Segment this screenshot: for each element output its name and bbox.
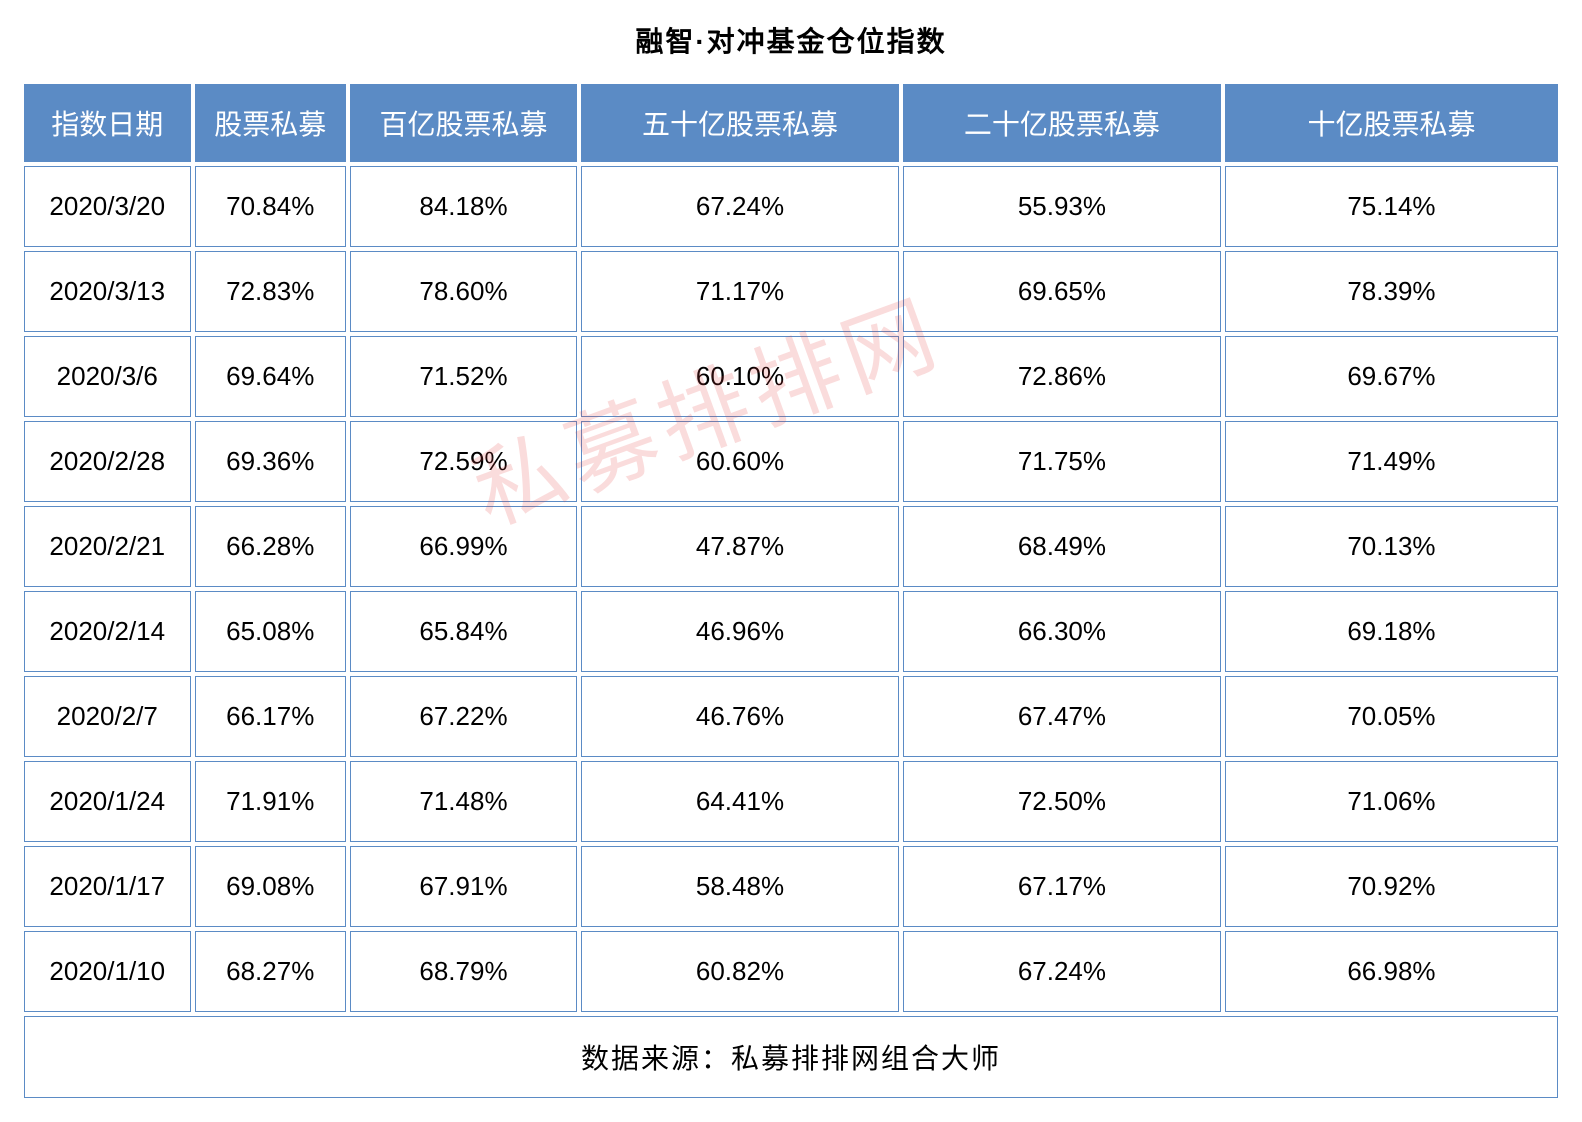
table-cell: 2020/2/21	[24, 506, 191, 587]
table-cell: 2020/1/24	[24, 761, 191, 842]
table-cell: 65.08%	[195, 591, 346, 672]
table-cell: 46.76%	[581, 676, 899, 757]
table-cell: 2020/3/6	[24, 336, 191, 417]
table-row: 2020/1/17 69.08% 67.91% 58.48% 67.17% 70…	[24, 846, 1558, 927]
table-cell: 46.96%	[581, 591, 899, 672]
table-cell: 72.83%	[195, 251, 346, 332]
table-cell: 72.86%	[903, 336, 1221, 417]
table-cell: 78.39%	[1225, 251, 1558, 332]
table-cell: 47.87%	[581, 506, 899, 587]
table-cell: 71.06%	[1225, 761, 1558, 842]
table-cell: 60.10%	[581, 336, 899, 417]
table-cell: 2020/2/28	[24, 421, 191, 502]
table-cell: 84.18%	[350, 166, 577, 247]
table-cell: 71.91%	[195, 761, 346, 842]
table-cell: 60.60%	[581, 421, 899, 502]
table-cell: 69.36%	[195, 421, 346, 502]
table-cell: 71.48%	[350, 761, 577, 842]
page-title: 融智·对冲基金仓位指数	[20, 20, 1562, 60]
table-cell: 55.93%	[903, 166, 1221, 247]
table-footer-cell: 数据来源：私募排排网组合大师	[24, 1016, 1558, 1098]
table-cell: 67.17%	[903, 846, 1221, 927]
table-cell: 69.18%	[1225, 591, 1558, 672]
table-row: 2020/2/21 66.28% 66.99% 47.87% 68.49% 70…	[24, 506, 1558, 587]
table-cell: 66.28%	[195, 506, 346, 587]
table-cell: 68.27%	[195, 931, 346, 1012]
table-cell: 70.92%	[1225, 846, 1558, 927]
table-row: 2020/2/14 65.08% 65.84% 46.96% 66.30% 69…	[24, 591, 1558, 672]
table-header-row: 指数日期 股票私募 百亿股票私募 五十亿股票私募 二十亿股票私募 十亿股票私募	[24, 84, 1558, 162]
table-cell: 65.84%	[350, 591, 577, 672]
table-cell: 70.05%	[1225, 676, 1558, 757]
table-cell: 2020/2/7	[24, 676, 191, 757]
table-row: 2020/2/28 69.36% 72.59% 60.60% 71.75% 71…	[24, 421, 1558, 502]
table-container: 融智·对冲基金仓位指数 私募排排网 指数日期 股票私募 百亿股票私募 五十亿股票…	[20, 20, 1562, 1102]
table-row: 2020/3/6 69.64% 71.52% 60.10% 72.86% 69.…	[24, 336, 1558, 417]
table-row: 2020/3/20 70.84% 84.18% 67.24% 55.93% 75…	[24, 166, 1558, 247]
table-cell: 66.99%	[350, 506, 577, 587]
data-table: 指数日期 股票私募 百亿股票私募 五十亿股票私募 二十亿股票私募 十亿股票私募 …	[20, 80, 1562, 1102]
table-header-cell: 股票私募	[195, 84, 346, 162]
table-cell: 71.49%	[1225, 421, 1558, 502]
table-cell: 2020/3/13	[24, 251, 191, 332]
table-cell: 72.50%	[903, 761, 1221, 842]
table-cell: 2020/1/17	[24, 846, 191, 927]
table-cell: 71.75%	[903, 421, 1221, 502]
table-cell: 2020/1/10	[24, 931, 191, 1012]
table-cell: 67.91%	[350, 846, 577, 927]
table-cell: 68.79%	[350, 931, 577, 1012]
table-cell: 69.64%	[195, 336, 346, 417]
table-cell: 69.67%	[1225, 336, 1558, 417]
table-cell: 69.65%	[903, 251, 1221, 332]
table-header-cell: 十亿股票私募	[1225, 84, 1558, 162]
table-cell: 66.30%	[903, 591, 1221, 672]
table-cell: 2020/2/14	[24, 591, 191, 672]
table-row: 2020/3/13 72.83% 78.60% 71.17% 69.65% 78…	[24, 251, 1558, 332]
table-cell: 67.24%	[581, 166, 899, 247]
table-cell: 72.59%	[350, 421, 577, 502]
table-cell: 70.13%	[1225, 506, 1558, 587]
table-row: 2020/1/24 71.91% 71.48% 64.41% 72.50% 71…	[24, 761, 1558, 842]
table-cell: 71.52%	[350, 336, 577, 417]
table-cell: 58.48%	[581, 846, 899, 927]
table-cell: 75.14%	[1225, 166, 1558, 247]
table-row: 2020/2/7 66.17% 67.22% 46.76% 67.47% 70.…	[24, 676, 1558, 757]
table-cell: 67.24%	[903, 931, 1221, 1012]
table-cell: 64.41%	[581, 761, 899, 842]
table-cell: 2020/3/20	[24, 166, 191, 247]
table-header: 指数日期 股票私募 百亿股票私募 五十亿股票私募 二十亿股票私募 十亿股票私募	[24, 84, 1558, 162]
table-cell: 66.98%	[1225, 931, 1558, 1012]
table-header-cell: 指数日期	[24, 84, 191, 162]
table-header-cell: 二十亿股票私募	[903, 84, 1221, 162]
table-body: 2020/3/20 70.84% 84.18% 67.24% 55.93% 75…	[24, 166, 1558, 1098]
table-cell: 70.84%	[195, 166, 346, 247]
table-cell: 68.49%	[903, 506, 1221, 587]
table-row: 2020/1/10 68.27% 68.79% 60.82% 67.24% 66…	[24, 931, 1558, 1012]
table-cell: 60.82%	[581, 931, 899, 1012]
table-cell: 67.47%	[903, 676, 1221, 757]
table-header-cell: 五十亿股票私募	[581, 84, 899, 162]
table-cell: 66.17%	[195, 676, 346, 757]
table-cell: 67.22%	[350, 676, 577, 757]
table-cell: 78.60%	[350, 251, 577, 332]
table-header-cell: 百亿股票私募	[350, 84, 577, 162]
table-cell: 71.17%	[581, 251, 899, 332]
table-footer-row: 数据来源：私募排排网组合大师	[24, 1016, 1558, 1098]
table-cell: 69.08%	[195, 846, 346, 927]
